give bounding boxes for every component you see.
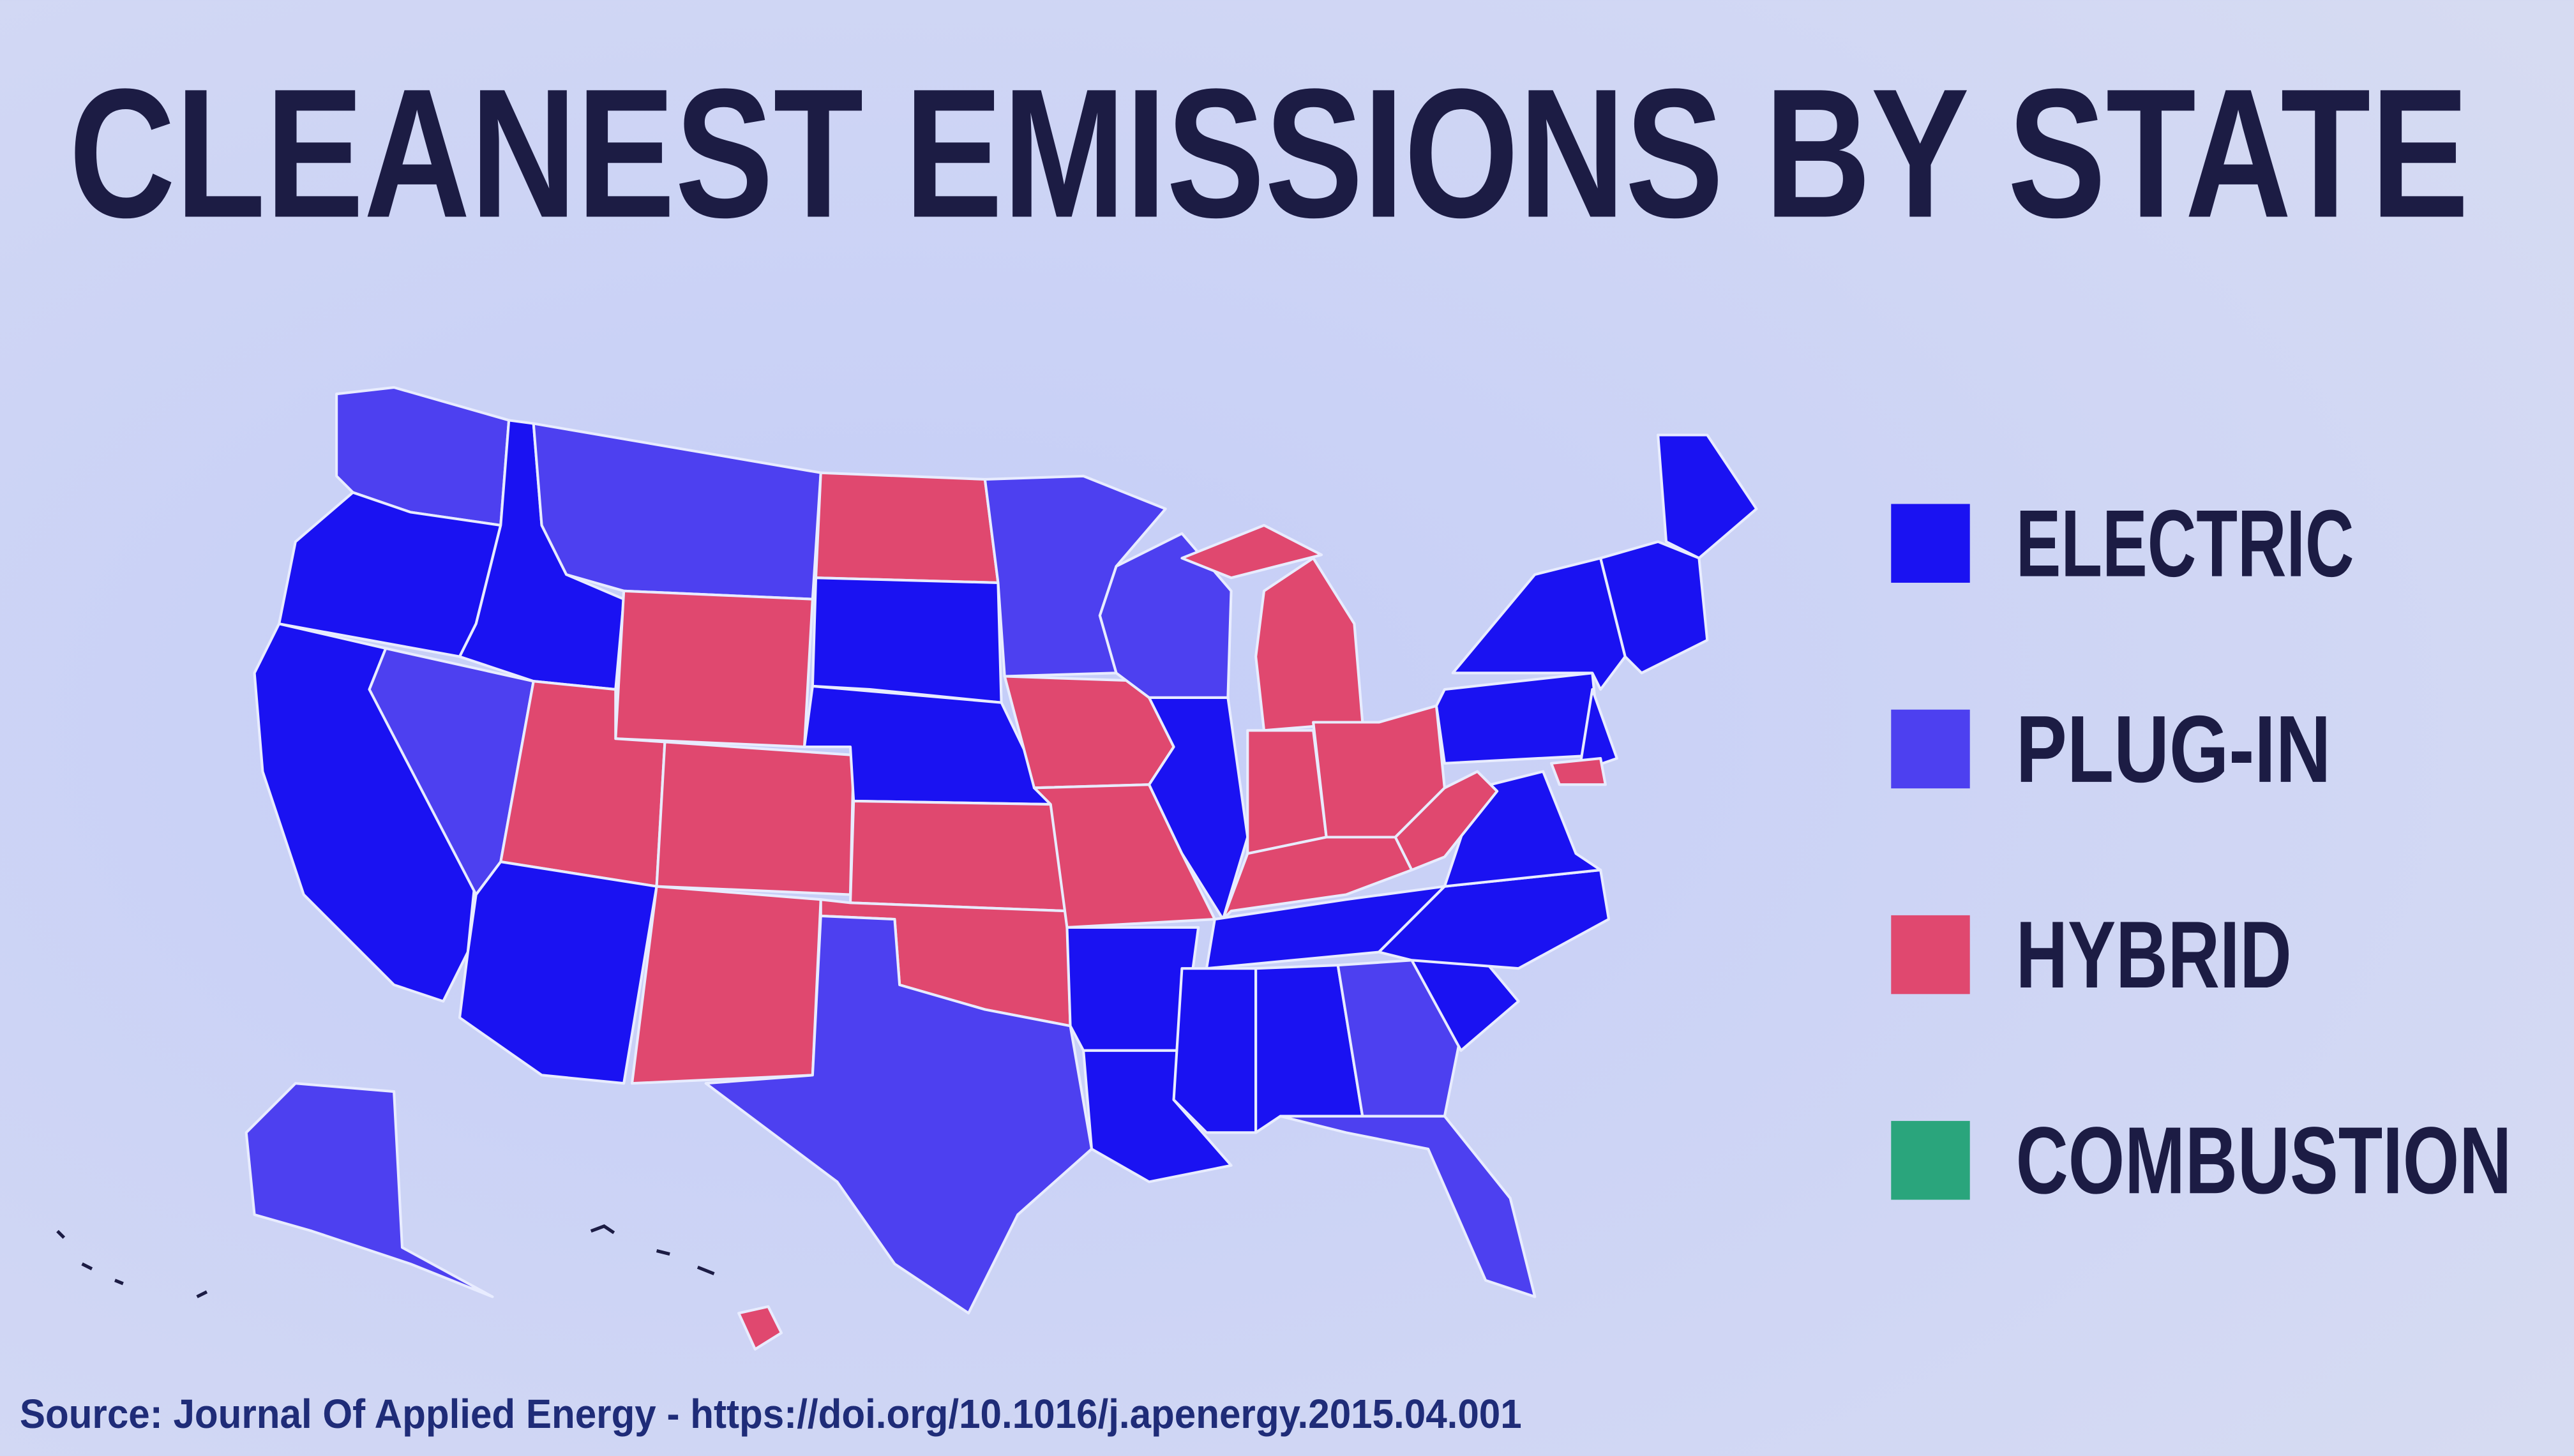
state — [814, 471, 1000, 584]
state — [655, 740, 855, 896]
legend-swatch — [1891, 915, 1970, 994]
state — [458, 860, 658, 1085]
state — [1279, 1115, 1537, 1298]
state — [1180, 523, 1323, 580]
state — [1657, 433, 1758, 560]
us-map — [56, 386, 1758, 1351]
state — [1394, 770, 1499, 871]
legend-label: COMBUSTION — [2016, 1107, 2512, 1213]
legend: ELECTRIC PLUG-IN HYBRID COMBUSTION — [1891, 490, 2512, 1213]
legend-label: PLUG-IN — [2016, 696, 2331, 802]
legend-label: HYBRID — [2016, 901, 2292, 1008]
legend-swatch — [1891, 504, 1970, 583]
state — [737, 1305, 783, 1351]
legend-swatch — [1891, 709, 1970, 789]
state — [614, 589, 814, 749]
state — [630, 885, 822, 1085]
state — [1549, 757, 1607, 786]
state — [1434, 672, 1602, 765]
state — [1599, 540, 1709, 675]
state — [1172, 967, 1258, 1134]
title: CLEANEST EMISSIONS BY STATE — [69, 50, 2469, 256]
state — [245, 1082, 494, 1298]
islands — [56, 1224, 715, 1298]
state — [811, 576, 1003, 704]
state — [848, 799, 1069, 913]
state — [1246, 729, 1328, 855]
legend-label: ELECTRIC — [2016, 490, 2354, 597]
source: Source: Journal Of Applied Energy - http… — [20, 1391, 1522, 1437]
legend-swatch — [1891, 1121, 1970, 1200]
state — [1336, 959, 1463, 1118]
state — [704, 914, 1094, 1315]
state — [1147, 696, 1249, 921]
